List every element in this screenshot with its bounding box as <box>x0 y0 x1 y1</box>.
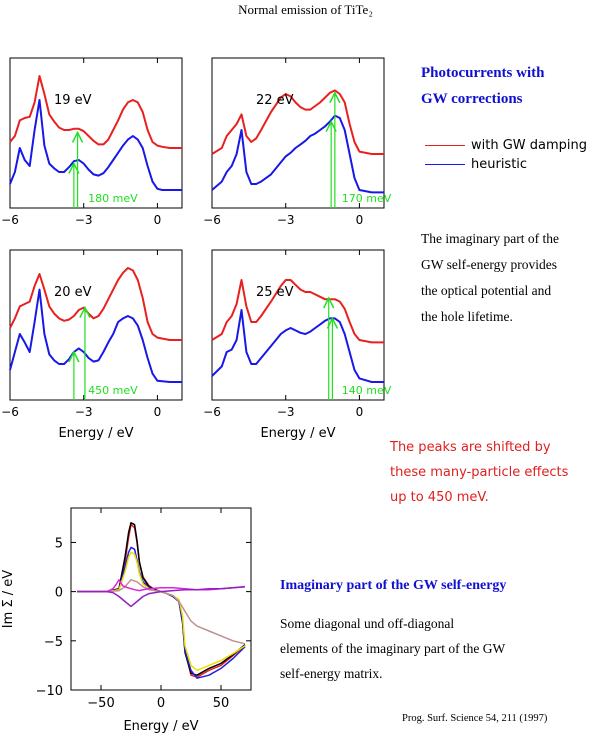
self-energy-curve <box>77 579 246 593</box>
shift-note-line: these many-particle effects <box>390 465 569 480</box>
panel-frame <box>211 57 385 209</box>
photocurrent-panel: −6 −3 0 20 eV 450 meV Energy / eV <box>1 249 183 441</box>
shift-note-line: The peaks are shifted by <box>390 440 551 455</box>
gw-damping-curve <box>211 279 384 344</box>
x-axis-label: Energy / eV <box>260 426 335 441</box>
x-tick-label: 0 <box>154 213 162 227</box>
self-energy-text: Some diagonal und off-diagonal elements … <box>280 611 505 686</box>
photon-energy-label: 20 eV <box>54 285 92 300</box>
reference-text: Prog. Surf. Science 54, 211 (1997) <box>402 713 548 724</box>
panel-frame <box>211 249 385 401</box>
x-tick-label: −50 <box>87 696 114 711</box>
x-tick-label: −3 <box>75 405 93 419</box>
heading-line-2: GW corrections <box>421 91 523 107</box>
arrow-head <box>79 305 91 318</box>
explanation-line: the optical potential and <box>421 283 552 298</box>
gw-damping-curve <box>9 267 182 341</box>
se-x-axis-label: Energy / eV <box>123 719 198 734</box>
self-energy-text-line: elements of the imaginary part of the GW <box>280 641 506 656</box>
photon-energy-label: 19 eV <box>54 93 92 108</box>
x-tick-label: −3 <box>277 405 295 419</box>
explanation-line: the hole lifetime. <box>421 309 513 324</box>
x-tick-label: −6 <box>203 213 221 227</box>
legend-item-heuristic: heuristic <box>425 155 587 174</box>
self-energy-curve <box>77 551 246 672</box>
explanation-text: The imaginary part of the GW self-energy… <box>421 226 559 330</box>
shift-label: 180 meV <box>88 192 138 205</box>
x-tick-label: 0 <box>356 405 364 419</box>
x-tick-label: −6 <box>203 405 221 419</box>
photocurrent-panel: −6 −3 0 19 eV 180 meV <box>1 57 183 227</box>
x-tick-label: −6 <box>1 213 19 227</box>
photocurrent-panel: −6 −3 0 25 eV 140 meV Energy / eV <box>203 249 392 441</box>
self-energy-heading-text: Imaginary part of the GW self-energy <box>280 578 507 593</box>
shift-label: 140 meV <box>342 384 392 397</box>
se-y-axis-label: Im Σ / eV <box>1 570 16 628</box>
x-tick-label: −3 <box>277 213 295 227</box>
title-text: Normal emission of TiTe₂ <box>238 2 373 17</box>
x-tick-label: −3 <box>75 213 93 227</box>
self-energy-text-line: self-energy matrix. <box>280 666 383 681</box>
arrow-head <box>323 296 335 309</box>
photon-energy-label: 25 eV <box>256 285 294 300</box>
self-energy-curve <box>77 579 246 645</box>
heuristic-curve <box>211 309 384 383</box>
arrow-head <box>68 161 80 174</box>
explanation-line: The imaginary part of the <box>421 231 559 246</box>
shift-label: 170 meV <box>342 192 392 205</box>
x-tick-label: 50 <box>213 696 230 711</box>
panel-frame <box>9 249 183 401</box>
arrow-head <box>329 91 341 104</box>
legend-swatch-blue <box>425 164 465 165</box>
photocurrent-panel: −6 −3 0 22 eV 170 meV <box>203 57 392 227</box>
arrow-head <box>325 119 337 132</box>
gw-damping-curve <box>211 89 384 155</box>
x-tick-label: 0 <box>154 405 162 419</box>
shift-note-line: up to 450 meV. <box>390 490 489 505</box>
heuristic-curve <box>211 114 384 194</box>
self-energy-text-line: Some diagonal und off-diagonal <box>280 616 455 631</box>
self-energy-curve <box>77 585 246 608</box>
explanation-line: GW self-energy provides <box>421 257 557 272</box>
legend-label: with GW damping <box>471 138 588 153</box>
shift-label: 450 meV <box>88 384 138 397</box>
x-tick-label: 0 <box>356 213 364 227</box>
arrow-head <box>68 350 80 363</box>
heading-line-1: Photocurrents with <box>421 65 545 81</box>
x-tick-label: −6 <box>1 405 19 419</box>
y-tick-label: −10 <box>36 684 63 699</box>
x-tick-label: 0 <box>157 696 165 711</box>
self-energy-curve <box>77 546 246 679</box>
photocurrent-heading: Photocurrents with GW corrections <box>421 60 544 112</box>
heuristic-curve <box>9 288 182 383</box>
heuristic-curve <box>9 99 182 191</box>
self-energy-heading: Imaginary part of the GW self-energy <box>280 578 506 594</box>
legend-label: heuristic <box>471 157 528 172</box>
legend: with GW damping heuristic <box>425 136 587 174</box>
shift-note: The peaks are shifted by these many-part… <box>390 435 568 510</box>
y-tick-label: −5 <box>44 635 63 650</box>
y-tick-label: 5 <box>55 536 63 551</box>
y-tick-label: 0 <box>55 586 63 601</box>
reference: Prog. Surf. Science 54, 211 (1997) <box>402 713 547 724</box>
gw-damping-curve <box>9 75 182 149</box>
legend-swatch-red <box>425 145 465 146</box>
photon-energy-label: 22 eV <box>256 93 294 108</box>
panel-frame <box>9 57 183 209</box>
self-energy-curve <box>77 522 246 676</box>
arrow-head <box>71 130 84 143</box>
page-title: Normal emission of TiTe₂ <box>0 2 611 18</box>
legend-item-gw-damping: with GW damping <box>425 136 587 155</box>
x-axis-label: Energy / eV <box>58 426 133 441</box>
arrow-head <box>326 316 339 329</box>
self-energy-curve <box>77 523 246 678</box>
